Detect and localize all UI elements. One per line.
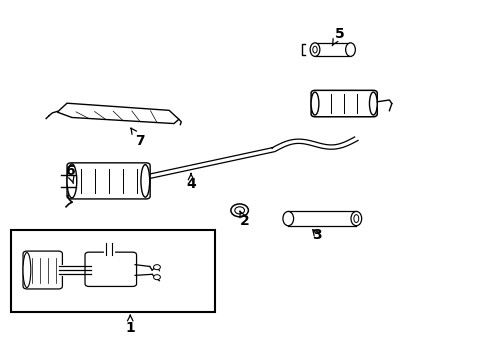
FancyBboxPatch shape — [23, 251, 62, 289]
FancyBboxPatch shape — [310, 90, 376, 117]
Ellipse shape — [23, 252, 31, 288]
Ellipse shape — [310, 92, 318, 115]
Text: 7: 7 — [131, 128, 144, 148]
Bar — [11, 230, 215, 312]
Circle shape — [153, 275, 160, 280]
Ellipse shape — [369, 92, 376, 115]
Ellipse shape — [312, 46, 317, 53]
Bar — [314, 43, 350, 57]
FancyBboxPatch shape — [85, 252, 136, 287]
Text: 4: 4 — [186, 174, 196, 190]
Ellipse shape — [283, 211, 293, 226]
Ellipse shape — [345, 43, 355, 57]
Ellipse shape — [350, 211, 361, 226]
Text: 6: 6 — [64, 164, 74, 184]
Polygon shape — [57, 103, 179, 123]
Circle shape — [153, 265, 160, 270]
Ellipse shape — [141, 165, 149, 197]
Bar — [287, 211, 356, 226]
Text: 5: 5 — [331, 27, 344, 46]
Ellipse shape — [309, 43, 319, 57]
Circle shape — [230, 204, 248, 217]
Text: 2: 2 — [239, 211, 249, 228]
Text: 1: 1 — [125, 315, 135, 335]
Ellipse shape — [67, 164, 77, 198]
FancyBboxPatch shape — [67, 163, 150, 199]
Text: 3: 3 — [312, 228, 322, 242]
Ellipse shape — [353, 215, 358, 222]
